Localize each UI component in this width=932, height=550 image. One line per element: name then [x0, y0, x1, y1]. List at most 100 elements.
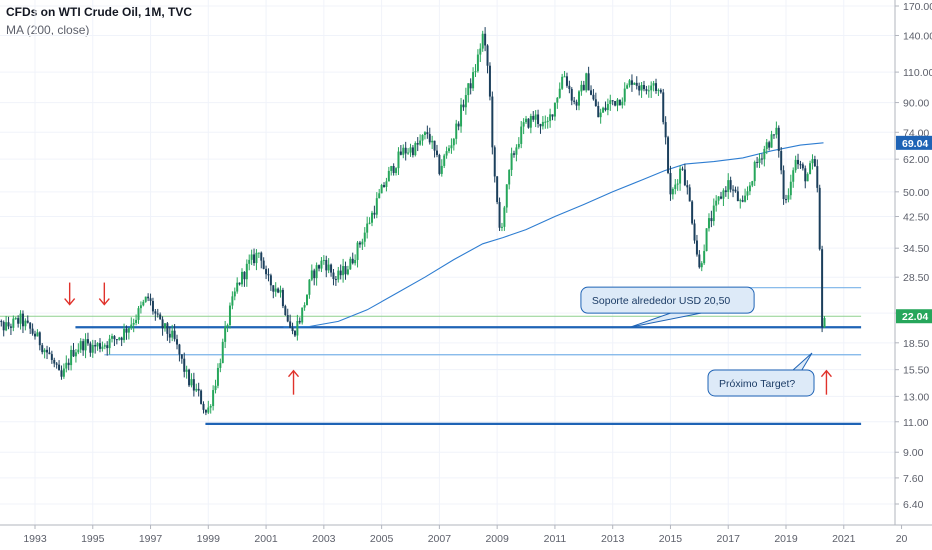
- candle-body: [655, 83, 658, 91]
- candle-body: [392, 166, 395, 173]
- candle-body: [686, 185, 689, 188]
- candle-body: [402, 147, 405, 155]
- candle-body: [351, 258, 354, 264]
- time-tick-label: 2021: [832, 533, 856, 545]
- candle-body: [46, 349, 49, 353]
- candle-body: [426, 132, 429, 135]
- candle-body: [274, 288, 277, 292]
- candle-body: [94, 344, 97, 347]
- candle-body: [445, 151, 448, 156]
- candle-body: [626, 85, 629, 89]
- candle-body: [137, 308, 140, 320]
- candle-body: [375, 198, 378, 215]
- candle-body: [811, 159, 814, 164]
- candle-body: [72, 349, 75, 357]
- candle-body: [50, 354, 53, 360]
- candle-body: [693, 223, 696, 241]
- candle-body: [118, 337, 121, 340]
- candle-body: [265, 268, 268, 275]
- candle-body: [753, 161, 756, 182]
- candle-body: [202, 403, 205, 410]
- candle-body: [166, 323, 169, 334]
- candle-body: [48, 352, 51, 355]
- candle-body: [816, 166, 819, 188]
- time-axis[interactable]: 1993 1995 1997 1999 2001 2003 2005 2007 2009 2011…: [0, 524, 932, 545]
- candle-body: [200, 390, 203, 404]
- arrow-down-head: [98, 298, 110, 306]
- callout-box: [707, 369, 815, 397]
- candle-body: [67, 362, 70, 366]
- candle-body: [149, 298, 152, 302]
- candle-body: [178, 344, 181, 355]
- candle-body: [106, 345, 109, 349]
- candle-body: [9, 326, 12, 328]
- candle-body: [286, 315, 289, 322]
- candle-body: [378, 193, 381, 199]
- time-tick-label: 2013: [601, 533, 625, 545]
- time-tick-label: 2003: [312, 533, 336, 545]
- candle-body: [539, 123, 542, 127]
- candle-body: [120, 337, 123, 341]
- candle-body: [597, 106, 600, 118]
- candle-body: [609, 100, 612, 105]
- candle-body: [799, 164, 802, 166]
- chart-grid: [0, 0, 895, 525]
- candle-body: [221, 341, 224, 364]
- candle-body: [797, 159, 800, 165]
- candle-body: [419, 140, 422, 145]
- candle-body: [756, 161, 759, 163]
- price-badge-label: 22.04: [902, 311, 928, 323]
- candle-body: [710, 218, 713, 222]
- price-tick-label: 170.00: [903, 1, 932, 13]
- candle-body: [763, 148, 766, 160]
- indicator-legend[interactable]: MA (200, close): [6, 23, 90, 37]
- candle-body: [683, 169, 686, 186]
- candle-body: [346, 269, 349, 275]
- candle-body: [103, 345, 106, 347]
- candle-body: [642, 85, 645, 90]
- candle-body: [36, 332, 39, 337]
- candle-body: [245, 263, 248, 280]
- candle-body: [681, 168, 684, 170]
- candle-body: [440, 165, 443, 174]
- candle-body: [195, 388, 198, 391]
- time-tick-label: 1997: [139, 533, 163, 545]
- candle-body: [789, 181, 792, 196]
- chart-title: CFDs on WTI Crude Oil, 1M, TVC: [6, 5, 192, 19]
- candle-body: [570, 89, 573, 101]
- candle-body: [676, 183, 679, 185]
- candle-body: [770, 134, 773, 148]
- candle-body: [86, 339, 89, 344]
- arrow-up-head: [287, 369, 300, 378]
- candle-body: [397, 151, 400, 169]
- callout-label: Próximo Target?: [719, 378, 795, 390]
- candle-body: [804, 168, 807, 182]
- candle-body: [207, 407, 210, 413]
- candle-body: [630, 80, 633, 85]
- candle-body: [84, 339, 87, 351]
- candle-body: [582, 84, 585, 91]
- candle-body: [616, 99, 619, 106]
- candle-body: [628, 80, 631, 86]
- candle-body: [493, 147, 496, 177]
- time-tick-label: 2007: [428, 533, 452, 545]
- candle-body: [132, 323, 135, 325]
- candle-body: [647, 90, 650, 92]
- candle-body: [698, 254, 701, 268]
- candle-body: [363, 232, 366, 242]
- candle-body: [503, 207, 506, 227]
- time-tick-label: 1999: [197, 533, 221, 545]
- candle-body: [585, 73, 588, 91]
- candle-body: [21, 313, 24, 327]
- candle-body: [443, 155, 446, 166]
- candle-body: [729, 180, 732, 190]
- candle-body: [590, 90, 593, 95]
- price-axis[interactable]: 170.00140.00110.0090.0074.0062.0050.0042…: [894, 0, 932, 525]
- time-tick-label: 2005: [370, 533, 394, 545]
- candle-body: [652, 83, 655, 86]
- candle-body: [111, 336, 114, 339]
- candle-body: [185, 369, 188, 372]
- candle-body: [233, 291, 236, 297]
- candle-body: [238, 282, 241, 285]
